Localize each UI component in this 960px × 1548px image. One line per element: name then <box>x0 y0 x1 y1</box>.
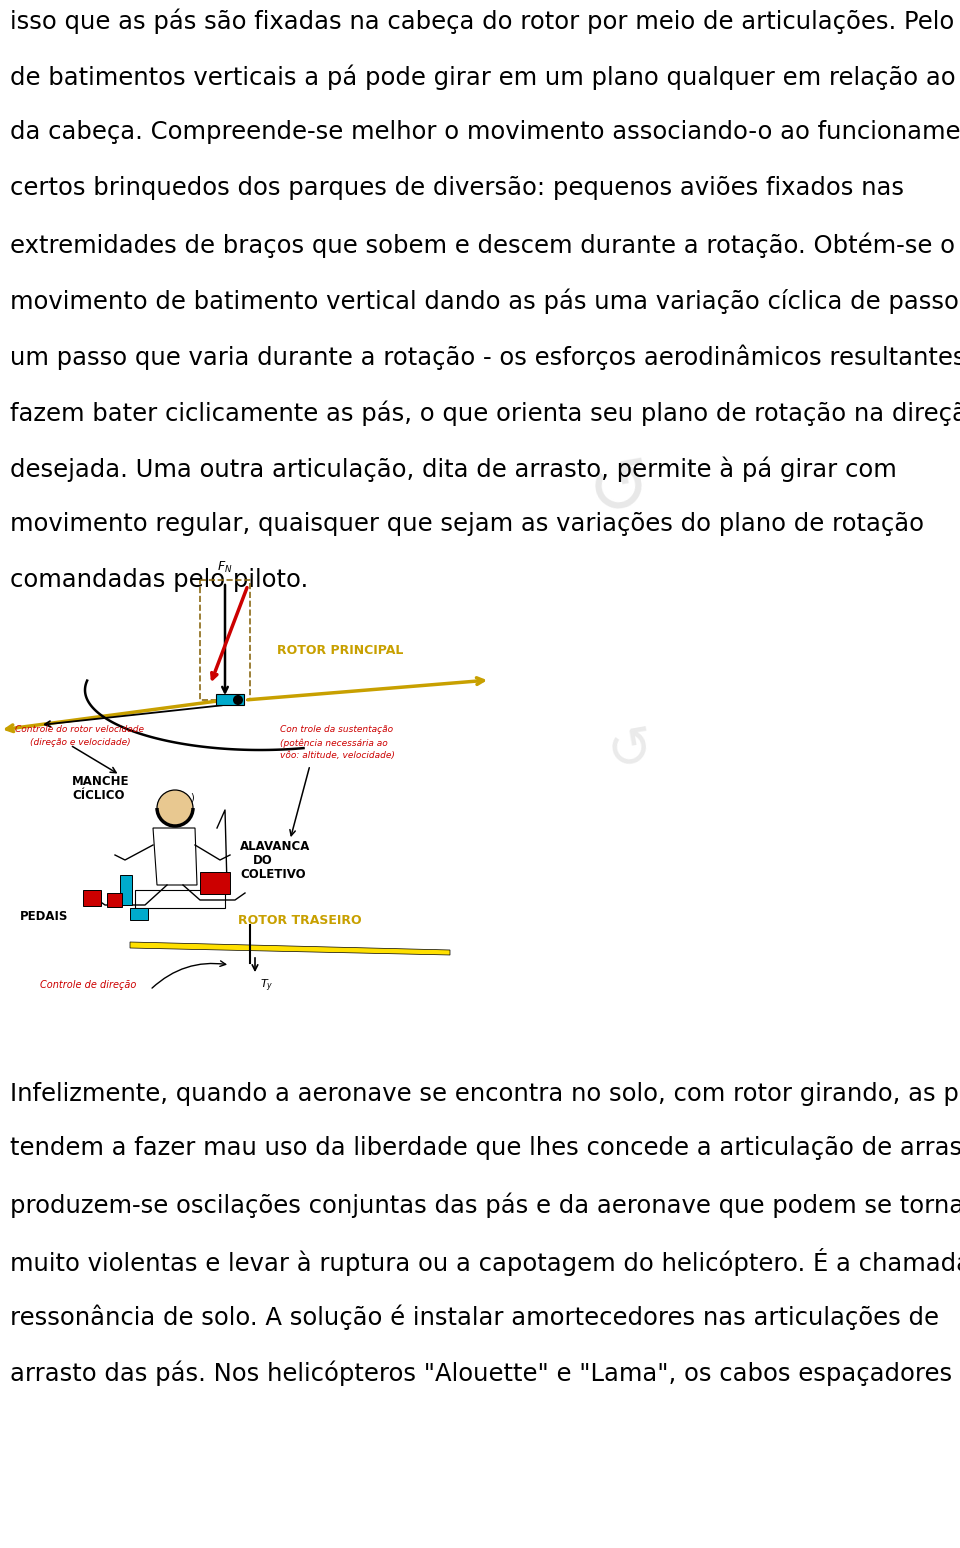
Text: fazem bater ciclicamente as pás, o que orienta seu plano de rotação na direção: fazem bater ciclicamente as pás, o que o… <box>10 399 960 426</box>
Text: ): ) <box>190 793 194 802</box>
Text: CÍCLICO: CÍCLICO <box>72 789 125 802</box>
Text: tendem a fazer mau uso da liberdade que lhes concede a articulação de arrasto:: tendem a fazer mau uso da liberdade que … <box>10 1136 960 1159</box>
Text: ROTOR TRASEIRO: ROTOR TRASEIRO <box>238 913 362 927</box>
Text: MANCHE: MANCHE <box>72 776 130 788</box>
Text: arrasto das pás. Nos helicópteros "Alouette" e "Lama", os cabos espaçadores que: arrasto das pás. Nos helicópteros "Aloue… <box>10 1361 960 1385</box>
Text: movimento de batimento vertical dando as pás uma variação cíclica de passo, isto: movimento de batimento vertical dando as… <box>10 288 960 314</box>
Bar <box>120 875 132 906</box>
Text: $T_y$: $T_y$ <box>260 978 274 994</box>
Circle shape <box>157 789 193 827</box>
Text: extremidades de braços que sobem e descem durante a rotação. Obtém-se o: extremidades de braços que sobem e desce… <box>10 232 955 257</box>
Text: vôo: altitude, velocidade): vôo: altitude, velocidade) <box>280 751 395 760</box>
Text: COLETIVO: COLETIVO <box>240 868 305 881</box>
Text: isso que as pás são fixadas na cabeça do rotor por meio de articulações. Pelo jo: isso que as pás são fixadas na cabeça do… <box>10 8 960 34</box>
Bar <box>130 909 148 920</box>
Bar <box>83 890 101 906</box>
Polygon shape <box>130 943 450 955</box>
Bar <box>216 694 244 704</box>
Bar <box>107 893 122 907</box>
Text: ↺: ↺ <box>603 720 658 780</box>
Polygon shape <box>153 828 197 885</box>
Text: ressonância de solo. A solução é instalar amortecedores nas articulações de: ressonância de solo. A solução é instala… <box>10 1303 939 1330</box>
Bar <box>200 872 230 895</box>
Text: $F_N$: $F_N$ <box>217 560 232 574</box>
Text: (direção e velocidade): (direção e velocidade) <box>30 738 131 748</box>
Text: certos brinquedos dos parques de diversão: pequenos aviões fixados nas: certos brinquedos dos parques de diversã… <box>10 176 904 200</box>
Circle shape <box>233 695 243 704</box>
Text: da cabeça. Compreende-se melhor o movimento associando-o ao funcionamento de: da cabeça. Compreende-se melhor o movime… <box>10 121 960 144</box>
Text: Controle de direção: Controle de direção <box>40 980 136 991</box>
Text: desejada. Uma outra articulação, dita de arrasto, permite à pá girar com: desejada. Uma outra articulação, dita de… <box>10 457 897 481</box>
Text: movimento regular, quaisquer que sejam as variações do plano de rotação: movimento regular, quaisquer que sejam a… <box>10 512 924 536</box>
Text: de batimentos verticais a pá pode girar em um plano qualquer em relação ao plano: de batimentos verticais a pá pode girar … <box>10 63 960 90</box>
Text: ROTOR PRINCIPAL: ROTOR PRINCIPAL <box>276 644 403 656</box>
Text: PEDAIS: PEDAIS <box>20 910 68 923</box>
Text: DO: DO <box>253 854 273 867</box>
Text: produzem-se oscilações conjuntas das pás e da aeronave que podem se tornar: produzem-se oscilações conjuntas das pás… <box>10 1192 960 1217</box>
Text: Infelizmente, quando a aeronave se encontra no solo, com rotor girando, as pás: Infelizmente, quando a aeronave se encon… <box>10 1081 960 1105</box>
Text: ↺: ↺ <box>582 447 658 533</box>
Text: Controle do rotor velocidade: Controle do rotor velocidade <box>15 724 144 734</box>
Text: um passo que varia durante a rotação - os esforços aerodinâmicos resultantes: um passo que varia durante a rotação - o… <box>10 344 960 370</box>
Text: comandadas pelo piloto.: comandadas pelo piloto. <box>10 568 308 591</box>
Text: Con trole da sustentação: Con trole da sustentação <box>280 724 394 734</box>
Text: (potência necessária ao: (potência necessária ao <box>280 738 388 748</box>
Text: ALAVANCA: ALAVANCA <box>240 841 310 853</box>
Text: muito violentas e levar à ruptura ou a capotagem do helicóptero. É a chamada: muito violentas e levar à ruptura ou a c… <box>10 1248 960 1276</box>
Bar <box>135 890 225 909</box>
